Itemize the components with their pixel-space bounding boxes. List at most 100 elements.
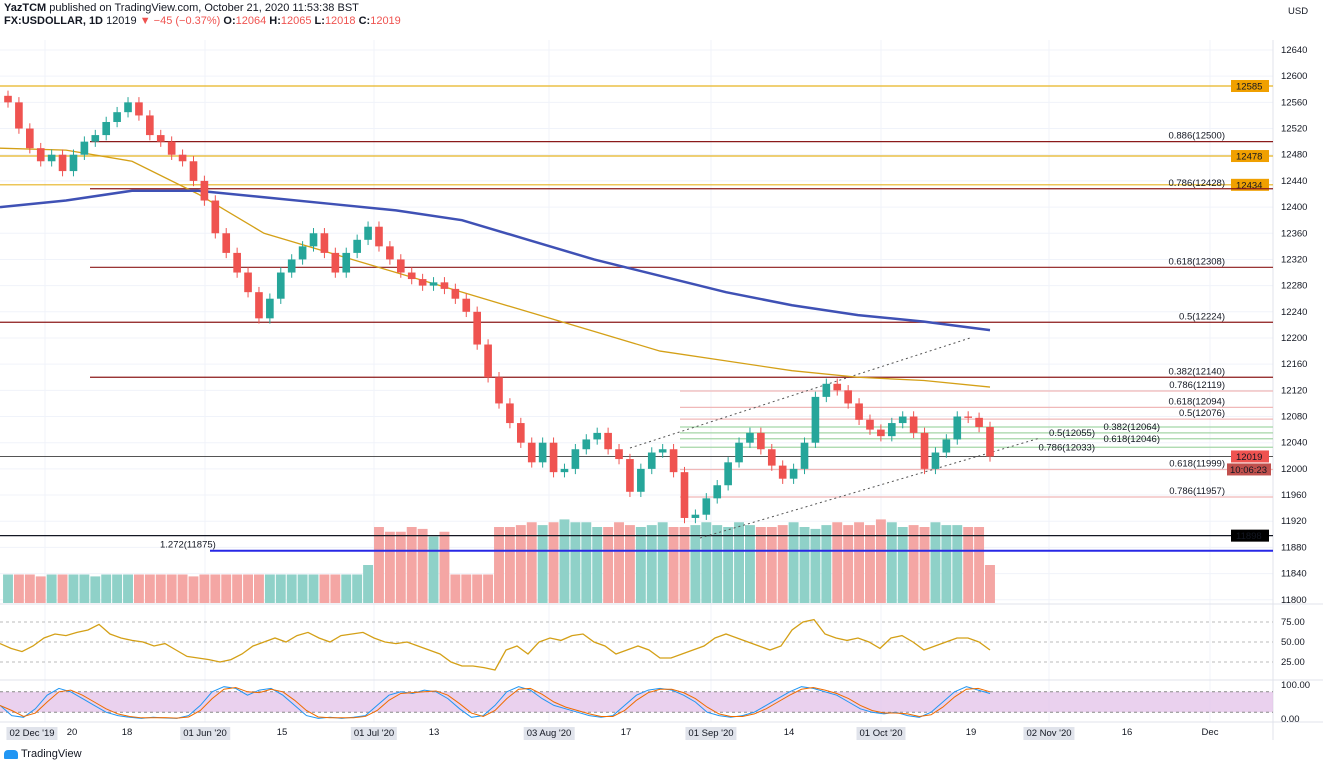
candle-body [58,154,67,172]
rsi-tick-label: 25.00 [1281,657,1305,668]
volume-bar [24,574,35,603]
time-tick-label: 01 Sep '20 [685,727,737,740]
candle-body [560,468,569,473]
candle-body [178,154,187,162]
volume-bar [254,574,264,603]
candle-body [778,465,787,479]
level-price-label: 12585 [1236,81,1262,92]
price-change: ▼ −45 (−0.37%) [139,15,221,27]
volume-bar [188,576,199,603]
candle-body [811,396,820,443]
price-tick-label: 12280 [1281,281,1307,292]
volume-bar [144,574,155,603]
candle-body [855,403,863,420]
candle-body [626,459,634,492]
candle-body [167,141,176,155]
candle-body [735,442,743,463]
price-tick-label: 12240 [1281,307,1307,318]
time-tick-label: 20 [66,727,78,738]
candle-body [724,462,732,486]
volume-bar [930,522,941,603]
volume-bar [537,525,548,603]
level-price-label: 12434 [1236,180,1262,191]
volume-bar [13,574,24,603]
level-price-tag [1231,150,1269,163]
volume-bar [319,574,330,603]
candle-body [287,259,296,273]
candle-body [309,233,318,247]
candle-body [233,252,241,273]
volume-bar [177,574,188,603]
candle-body [647,452,656,469]
volume-bar [57,574,68,603]
price-tick-label: 12480 [1281,150,1307,161]
candle-body [658,449,667,453]
candle-body [800,442,809,469]
price-tick-label: 12640 [1281,45,1307,56]
volume-bar [46,574,57,603]
volume-bar [974,527,985,603]
volume-bar [79,574,90,603]
price-tick-label: 12520 [1281,124,1307,135]
candle-body [36,148,45,162]
candle-body [4,95,12,103]
candle-body [353,239,361,253]
volume-bar [908,525,919,603]
volume-bar [559,519,570,603]
volume-bar [243,574,253,603]
level-label: 0.5(12055) [1049,428,1095,439]
volume-bar [3,574,13,603]
volume-bar [450,574,461,603]
time-tick-label: 03 Aug '20 [523,727,575,740]
candle-body [298,246,307,260]
currency-label: USD [1288,6,1308,17]
candle-body [517,423,525,443]
volume-bar [646,525,657,603]
candle-body [615,449,623,460]
candle-body [276,272,285,299]
candle-body [211,200,220,234]
price-chart[interactable]: 12640 12600 12560 12520 12480 12440 12400 12360… [0,0,1323,745]
price-tick-label: 12440 [1281,176,1307,187]
candle-body [942,439,951,453]
volume-bar [777,525,788,603]
candle-body [200,180,209,201]
volume-bar [494,527,504,603]
time-tick-label: 15 [276,727,288,738]
time-tick-label: 13 [428,727,440,738]
symbol[interactable]: FX:USDOLLAR, 1D [4,15,103,27]
candle-body [331,252,340,273]
volume-bar [952,525,963,603]
volume-bar [199,574,210,603]
channel-lower-line [699,437,1041,539]
price-tick-label: 12120 [1281,385,1307,396]
candle-body [102,121,111,136]
candle-body [124,102,132,113]
candle-body [320,233,329,253]
volume-bar [854,522,865,603]
price-tick-label: 11960 [1281,490,1307,501]
price-tick-label: 12560 [1281,97,1307,108]
volume-bar [515,525,526,603]
volume-bar [90,576,101,603]
volume-bar [526,522,537,603]
volume-bar [679,527,690,603]
volume-bar [985,565,995,603]
volume-bar [799,527,810,603]
candle-body [146,115,154,136]
volume-bar [461,574,472,603]
candle-body [364,226,372,240]
current-price-tag [1231,450,1269,463]
candle-body [429,282,438,286]
level-label: 0.618(12046) [1103,434,1160,445]
volume-bar [166,574,177,603]
time-tick-label: 02 Nov '20 [1023,727,1075,740]
candle-body [975,417,983,427]
candle-body [135,102,143,116]
candle-body [887,423,896,437]
level-label: 0.618(12094) [1168,396,1225,407]
volume-bar [745,525,755,603]
candle-body [418,279,427,286]
candle-body [15,102,23,129]
level-price-tag [1231,178,1269,191]
